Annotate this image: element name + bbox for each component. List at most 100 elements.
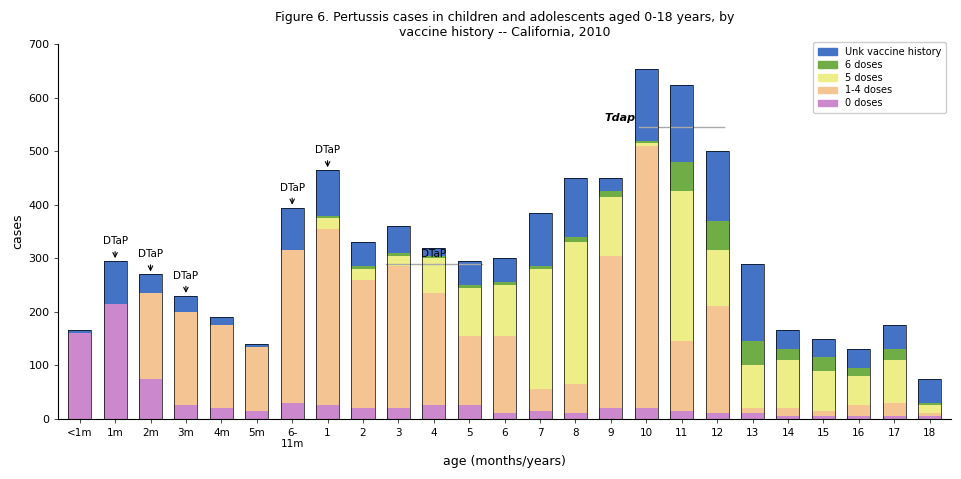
Text: Tdap: Tdap — [604, 113, 635, 123]
Bar — [882, 325, 905, 349]
Bar — [386, 253, 409, 256]
Bar — [138, 378, 161, 419]
Bar — [528, 269, 551, 389]
Bar — [705, 151, 727, 221]
Bar — [174, 296, 197, 312]
Bar — [634, 68, 657, 141]
Bar — [882, 325, 905, 419]
Bar — [386, 226, 409, 253]
Title: Figure 6. Pertussis cases in children and adolescents aged 0-18 years, by
vaccin: Figure 6. Pertussis cases in children an… — [275, 11, 733, 39]
Bar — [917, 378, 940, 419]
Bar — [847, 349, 870, 368]
Bar — [316, 216, 338, 218]
Bar — [847, 416, 870, 419]
Bar — [705, 221, 727, 251]
Bar — [776, 331, 799, 419]
Bar — [740, 341, 763, 365]
Bar — [493, 258, 516, 419]
Bar — [670, 85, 693, 419]
Bar — [422, 293, 445, 405]
Bar — [599, 178, 622, 419]
Bar — [209, 408, 233, 419]
Bar — [776, 360, 799, 408]
Bar — [457, 285, 480, 288]
Bar — [281, 207, 304, 419]
Bar — [563, 178, 586, 237]
Bar — [351, 269, 374, 280]
Bar — [104, 304, 127, 419]
Text: DTaP: DTaP — [103, 236, 128, 257]
Legend: Unk vaccine history, 6 doses, 5 doses, 1-4 doses, 0 doses: Unk vaccine history, 6 doses, 5 doses, 1… — [812, 42, 945, 113]
Bar — [422, 258, 445, 293]
Bar — [917, 403, 940, 405]
Bar — [316, 405, 338, 419]
Bar — [493, 285, 516, 336]
Bar — [422, 256, 445, 258]
Bar — [847, 349, 870, 419]
Bar — [104, 261, 127, 419]
Bar — [882, 349, 905, 360]
Bar — [386, 408, 409, 419]
Bar — [457, 405, 480, 419]
Bar — [281, 403, 304, 419]
Bar — [670, 192, 693, 341]
Bar — [351, 266, 374, 269]
Bar — [68, 331, 91, 333]
Bar — [599, 256, 622, 408]
Bar — [457, 261, 480, 285]
Bar — [776, 331, 799, 349]
Bar — [599, 408, 622, 419]
Bar — [599, 197, 622, 256]
Bar — [634, 408, 657, 419]
Bar — [316, 218, 338, 229]
Bar — [209, 317, 233, 419]
Bar — [847, 376, 870, 405]
Bar — [634, 68, 657, 419]
Bar — [670, 341, 693, 411]
Bar — [351, 242, 374, 266]
Bar — [209, 317, 233, 325]
Bar — [563, 242, 586, 384]
Bar — [634, 141, 657, 143]
Bar — [847, 405, 870, 416]
Bar — [776, 349, 799, 360]
Bar — [811, 339, 834, 419]
Bar — [316, 229, 338, 405]
Bar — [245, 344, 268, 346]
Bar — [68, 333, 91, 419]
Bar — [281, 251, 304, 403]
Text: DTaP: DTaP — [421, 249, 446, 259]
Bar — [563, 384, 586, 413]
Bar — [386, 266, 409, 408]
Bar — [563, 237, 586, 242]
Bar — [670, 85, 693, 162]
Bar — [563, 178, 586, 419]
X-axis label: age (months/years): age (months/years) — [443, 455, 565, 468]
Bar — [811, 416, 834, 419]
Bar — [281, 207, 304, 251]
Bar — [528, 411, 551, 419]
Bar — [882, 416, 905, 419]
Bar — [882, 360, 905, 403]
Bar — [811, 339, 834, 357]
Bar — [917, 405, 940, 413]
Text: DTaP: DTaP — [173, 271, 198, 292]
Bar — [351, 408, 374, 419]
Bar — [422, 405, 445, 419]
Bar — [599, 192, 622, 197]
Bar — [811, 371, 834, 411]
Bar — [882, 403, 905, 416]
Bar — [245, 344, 268, 419]
Bar — [670, 162, 693, 192]
Bar — [316, 170, 338, 419]
Bar — [138, 274, 161, 419]
Text: DTaP: DTaP — [137, 250, 163, 270]
Bar — [174, 405, 197, 419]
Bar — [386, 256, 409, 266]
Bar — [776, 416, 799, 419]
Bar — [316, 170, 338, 216]
Bar — [138, 274, 161, 293]
Bar — [563, 413, 586, 419]
Bar — [740, 408, 763, 413]
Bar — [776, 408, 799, 416]
